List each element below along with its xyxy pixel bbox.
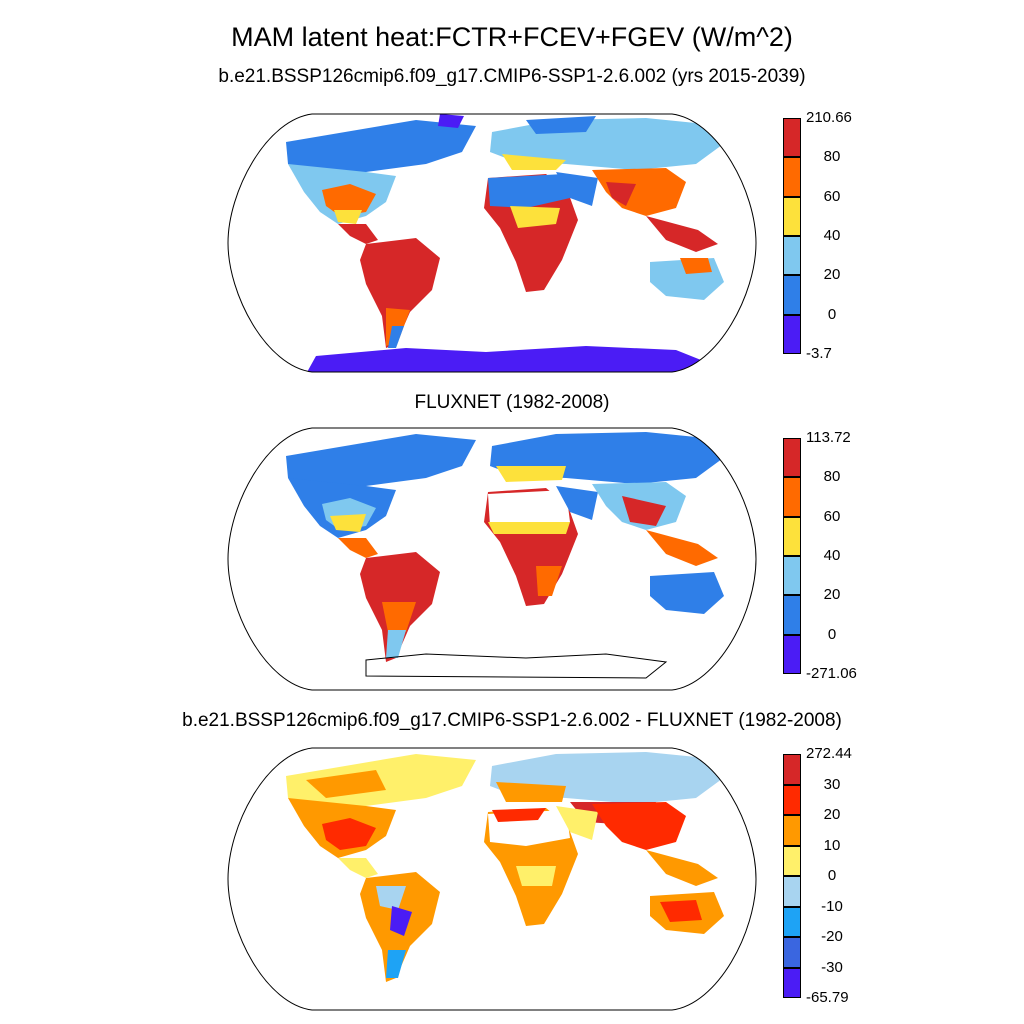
panel-2-antarctica-outline (365, 653, 668, 679)
colorbar-segment (783, 784, 801, 815)
colorbar-level-label: 40 (823, 227, 841, 244)
panel-1-map-border (227, 113, 757, 373)
colorbar-segment (783, 906, 801, 937)
panel-1-colorbar (783, 118, 801, 354)
panel-2-colorbar (783, 438, 801, 674)
colorbar-level-label: 60 (823, 507, 841, 525)
colorbar-level-label: 0 (827, 625, 837, 643)
panel-3-map-border (227, 747, 757, 1011)
colorbar-segment (783, 314, 801, 354)
colorbar-min-label: -271.06 (806, 665, 857, 682)
panel-2-title: FLUXNET (1982-2008) (414, 392, 610, 413)
figure-title: MAM latent heat:FCTR+FCEV+FGEV (W/m^2) (231, 22, 793, 52)
colorbar-max-label: 113.72 (806, 429, 851, 446)
colorbar-level-label: 80 (823, 468, 841, 486)
colorbar-segment (783, 815, 801, 846)
colorbar-segment (783, 438, 801, 478)
panel-1-map (227, 113, 757, 373)
panel-2-map-border (227, 427, 757, 691)
colorbar-segment (783, 516, 801, 556)
colorbar-segment (783, 118, 801, 158)
panel-3-title: b.e21.BSSP126cmip6.f09_g17.CMIP6-SSP1-2.… (182, 710, 842, 731)
colorbar-segment (783, 967, 801, 998)
panel-3-map (227, 747, 757, 1011)
panel-3-land (286, 752, 726, 982)
panel-3-colorbar (783, 754, 801, 998)
colorbar-segment (783, 595, 801, 635)
colorbar-segment (783, 157, 801, 197)
colorbar-min-label: -65.79 (806, 989, 849, 1006)
colorbar-level-label: 0 (827, 305, 837, 323)
colorbar-segment (783, 634, 801, 674)
colorbar-segment (783, 275, 801, 315)
colorbar-level-label: 10 (823, 836, 841, 854)
colorbar-segment (783, 196, 801, 236)
colorbar-level-label: 0 (827, 867, 837, 884)
colorbar-segment (783, 845, 801, 876)
colorbar-segment (783, 477, 801, 517)
colorbar-segment (783, 236, 801, 276)
colorbar-level-label: 20 (823, 586, 841, 604)
colorbar-segment (783, 876, 801, 907)
colorbar-min-label: -3.7 (806, 345, 832, 362)
colorbar-level-label: 40 (823, 547, 841, 564)
colorbar-level-label: -30 (821, 958, 843, 976)
colorbar-level-label: 60 (823, 187, 841, 205)
panel-2-map (227, 427, 757, 691)
colorbar-max-label: 272.44 (806, 745, 852, 762)
colorbar-level-label: 20 (823, 266, 841, 284)
colorbar-level-label: 80 (823, 148, 841, 166)
colorbar-segment (783, 556, 801, 596)
panel-1-land (286, 114, 726, 372)
colorbar-max-label: 210.66 (806, 109, 852, 126)
colorbar-segment (783, 937, 801, 968)
colorbar-level-label: 30 (823, 775, 841, 793)
colorbar-level-label: 20 (823, 806, 841, 823)
panel-1-title: b.e21.BSSP126cmip6.f09_g17.CMIP6-SSP1-2.… (218, 66, 806, 87)
panel-2-land (286, 432, 726, 662)
colorbar-level-label: -10 (821, 897, 843, 915)
colorbar-segment (783, 754, 801, 785)
colorbar-level-label: -20 (821, 928, 843, 945)
